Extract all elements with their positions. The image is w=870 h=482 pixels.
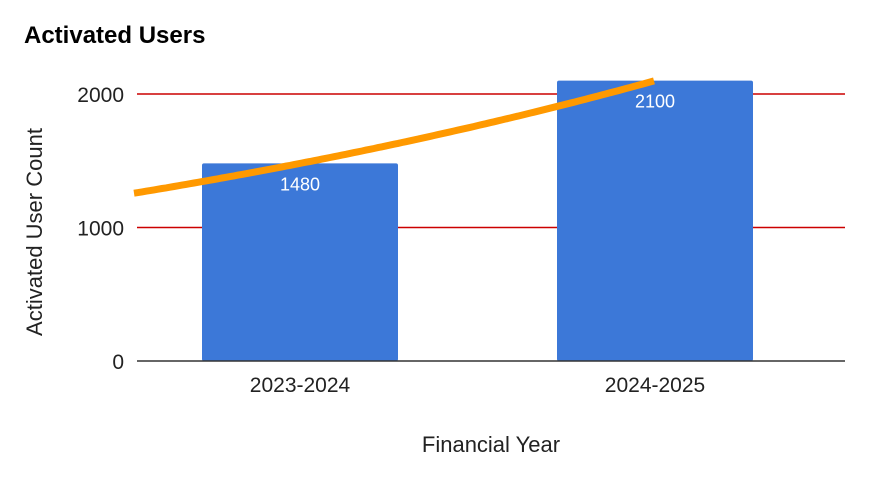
y-tick-label-0: 0 <box>112 351 124 374</box>
trendline-path <box>133 77 655 197</box>
chart-title: Activated Users <box>24 22 206 49</box>
x-tick-label-2023-2024: 2023-2024 <box>250 374 351 397</box>
trendline <box>133 77 655 197</box>
bar-2023-2024 <box>202 163 398 361</box>
data-label-2024-2025: 2100 <box>635 92 675 112</box>
y-tick-label-1000: 1000 <box>77 218 124 241</box>
data-label-2023-2024: 1480 <box>280 174 320 194</box>
axes: 0 1000 2000 2023-2024 2024-2025 <box>77 84 845 397</box>
x-axis-title: Financial Year <box>422 432 560 457</box>
bars: 1480 2100 <box>202 80 753 362</box>
x-tick-label-2024-2025: 2024-2025 <box>605 374 705 397</box>
y-tick-label-2000: 2000 <box>77 84 124 107</box>
y-axis-title: Activated User Count <box>22 128 47 336</box>
bar-2024-2025 <box>557 80 753 362</box>
